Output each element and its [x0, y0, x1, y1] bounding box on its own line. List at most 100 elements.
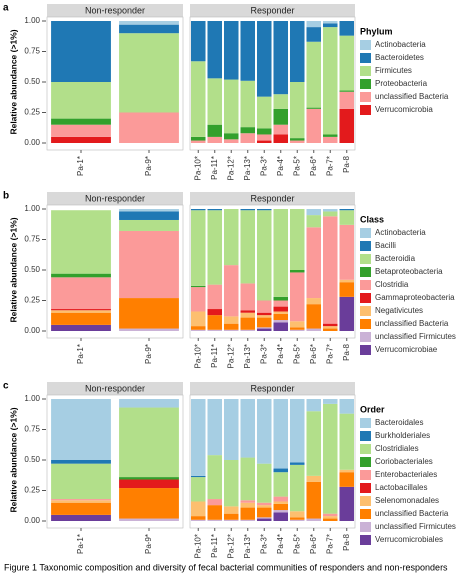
facet-strip — [190, 382, 355, 395]
legend-title: Phylum — [360, 26, 393, 36]
bar-segment — [240, 209, 256, 211]
bar-segment — [322, 516, 338, 519]
bar-segment — [119, 399, 179, 408]
bar-segment — [289, 138, 305, 141]
bar-segment — [289, 511, 305, 518]
legend-label: Clostridiales — [375, 444, 419, 453]
bar-segment — [51, 463, 111, 500]
bar-segment — [306, 41, 322, 108]
bar-segment — [273, 124, 289, 135]
y-tick-label: 0.50 — [24, 455, 40, 464]
bar-segment — [51, 210, 111, 274]
bar-segment — [306, 215, 322, 228]
x-tick-label: Pa-7* — [325, 344, 334, 364]
bar-segment — [223, 460, 239, 507]
bar-segment — [306, 227, 322, 299]
bar-segment — [273, 472, 289, 497]
x-tick-label: Pa-1* — [76, 344, 85, 364]
bar-segment — [240, 502, 256, 508]
bar-segment — [207, 499, 223, 506]
bar-segment — [289, 82, 305, 139]
bar-segment — [119, 112, 179, 143]
facet-strip — [190, 4, 355, 17]
facet-strip — [47, 382, 183, 395]
facet-title: Responder — [250, 383, 294, 393]
bar-segment — [207, 399, 223, 456]
bar-segment — [51, 309, 111, 311]
bar-segment — [306, 209, 322, 216]
caption: Figure 1 Taxonomic composition and diver… — [4, 562, 448, 572]
y-tick-label: 0.75 — [24, 235, 40, 244]
bar-segment — [256, 134, 272, 141]
bar-segment — [223, 329, 239, 331]
legend-label: Bacilli — [375, 241, 396, 250]
bar-segment — [306, 411, 322, 476]
bar-segment — [240, 312, 256, 318]
bar-segment — [207, 519, 223, 521]
bar-segment — [207, 309, 223, 316]
x-tick-label: Pa-1* — [76, 534, 85, 554]
x-tick-label: Pa-6* — [309, 344, 318, 364]
x-tick-label: Pa-5* — [292, 344, 301, 364]
bar-segment — [207, 329, 223, 331]
bar-segment — [289, 321, 305, 328]
bar-segment — [190, 477, 206, 502]
legend-label: unclassified Firmicutes — [375, 522, 456, 531]
bar-segment — [51, 499, 111, 501]
bar-segment — [273, 209, 289, 297]
legend-swatch — [360, 319, 371, 329]
legend-swatch — [360, 483, 371, 493]
bar-segment — [256, 518, 272, 521]
bar-segment — [306, 399, 322, 412]
legend-label: Negativicutes — [375, 306, 423, 315]
x-tick-label: Pa-12* — [226, 156, 235, 180]
legend-label: Gammaproteobacteria — [375, 293, 455, 302]
legend-label: unclassified Firmicutes — [375, 332, 456, 341]
legend-label: Verrucomicrobiales — [375, 535, 443, 544]
legend-label: unclassified Bacteria — [375, 509, 449, 518]
x-tick-label: Pa-7* — [325, 534, 334, 554]
bar-segment — [240, 457, 256, 501]
legend-swatch — [360, 241, 371, 251]
bar-segment — [190, 21, 206, 62]
bar-segment — [322, 403, 338, 514]
bar-segment — [240, 21, 256, 81]
bar-segment — [339, 413, 355, 470]
x-tick-label: Pa-13* — [243, 344, 252, 368]
bar-segment — [240, 80, 256, 128]
bar-segment — [190, 516, 206, 520]
bar-segment — [51, 399, 111, 460]
bar-segment — [273, 296, 289, 301]
bar-segment — [306, 518, 322, 521]
x-tick-label: Pa-12* — [226, 344, 235, 368]
x-tick-label: Pa-7* — [325, 156, 334, 176]
bar-segment — [273, 311, 289, 314]
bar-segment — [322, 328, 338, 331]
bar-segment — [273, 512, 289, 521]
bar-segment — [119, 21, 179, 25]
legend-swatch — [360, 92, 371, 102]
bar-segment — [289, 327, 305, 330]
bar-segment — [322, 326, 338, 329]
legend-swatch — [360, 418, 371, 428]
legend-label: unclassified Bacteria — [375, 92, 449, 101]
y-tick-label: 0.50 — [24, 265, 40, 274]
bar-segment — [273, 300, 289, 307]
bar-segment — [339, 210, 355, 225]
y-axis-label: Relative abundance (>1%) — [8, 407, 18, 512]
bar-segment — [322, 27, 338, 135]
bar-segment — [273, 313, 289, 321]
y-tick-label: 0.00 — [24, 326, 40, 335]
legend-label: unclassified Bacteria — [375, 319, 449, 328]
bar-segment — [273, 108, 289, 125]
legend-label: Lactobacillales — [375, 483, 427, 492]
bar-segment — [306, 475, 322, 482]
bar-segment — [322, 513, 338, 517]
bar-segment — [289, 519, 305, 521]
bar-segment — [256, 505, 272, 508]
bar-segment — [256, 507, 272, 518]
y-tick-label: 0.25 — [24, 486, 40, 495]
bar-segment — [51, 82, 111, 119]
bar-segment — [273, 21, 289, 95]
bar-segment — [207, 124, 223, 137]
